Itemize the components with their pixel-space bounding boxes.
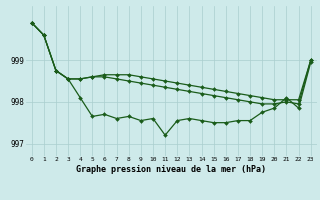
X-axis label: Graphe pression niveau de la mer (hPa): Graphe pression niveau de la mer (hPa) [76,165,266,174]
